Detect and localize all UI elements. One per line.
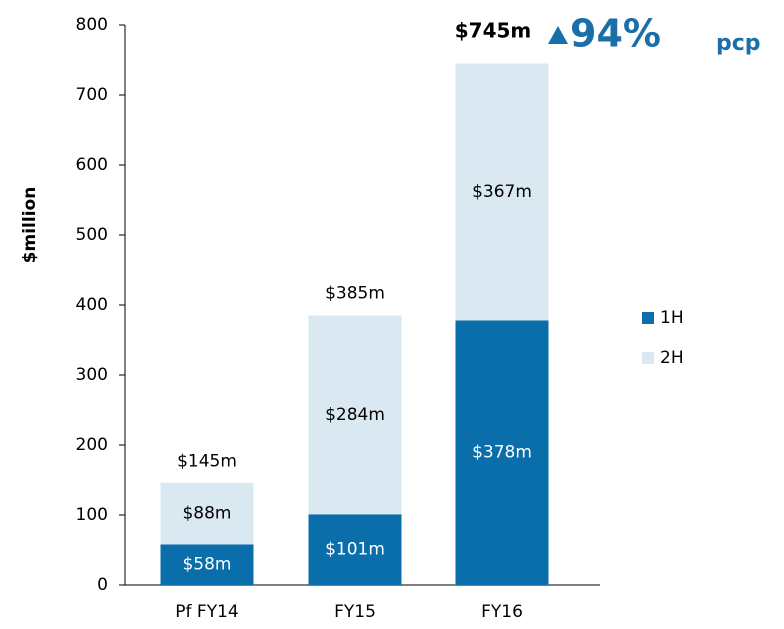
value-label: $88m	[182, 504, 231, 524]
bar-segment	[455, 63, 549, 321]
value-label: $378m	[472, 443, 532, 463]
legend-swatch	[642, 312, 654, 324]
bar-segment	[308, 315, 402, 515]
y-tick-label: 0	[97, 575, 108, 595]
legend-label: 2H	[660, 348, 684, 368]
total-label: $745m	[455, 19, 532, 43]
y-axis-label: $million	[20, 187, 40, 264]
bar-segment	[160, 544, 254, 585]
bar-segment	[160, 482, 254, 545]
y-tick-label: 800	[76, 15, 108, 35]
value-label: $58m	[182, 555, 231, 575]
x-tick-label: FY16	[481, 602, 523, 622]
value-label: $284m	[325, 405, 385, 425]
y-tick-label: 200	[76, 435, 108, 455]
annotation-text: 94%	[570, 12, 661, 56]
total-label: $145m	[177, 452, 237, 472]
value-label: $101m	[325, 540, 385, 560]
bar-segment	[455, 320, 549, 585]
value-label: $367m	[472, 182, 532, 202]
y-tick-label: 500	[76, 225, 108, 245]
up-triangle	[548, 26, 568, 44]
y-tick-label: 100	[76, 505, 108, 525]
annotation-suffix: pcp	[716, 31, 761, 56]
total-label: $385m	[325, 284, 385, 304]
bar-segment	[308, 514, 402, 585]
x-tick-label: FY15	[334, 602, 376, 622]
legend-label: 1H	[660, 308, 684, 328]
y-tick-label: 600	[76, 155, 108, 175]
legend-swatch	[642, 352, 654, 364]
y-tick-label: 400	[76, 295, 108, 315]
x-tick-label: Pf FY14	[175, 602, 238, 622]
y-tick-label: 300	[76, 365, 108, 385]
y-tick-label: 700	[76, 85, 108, 105]
